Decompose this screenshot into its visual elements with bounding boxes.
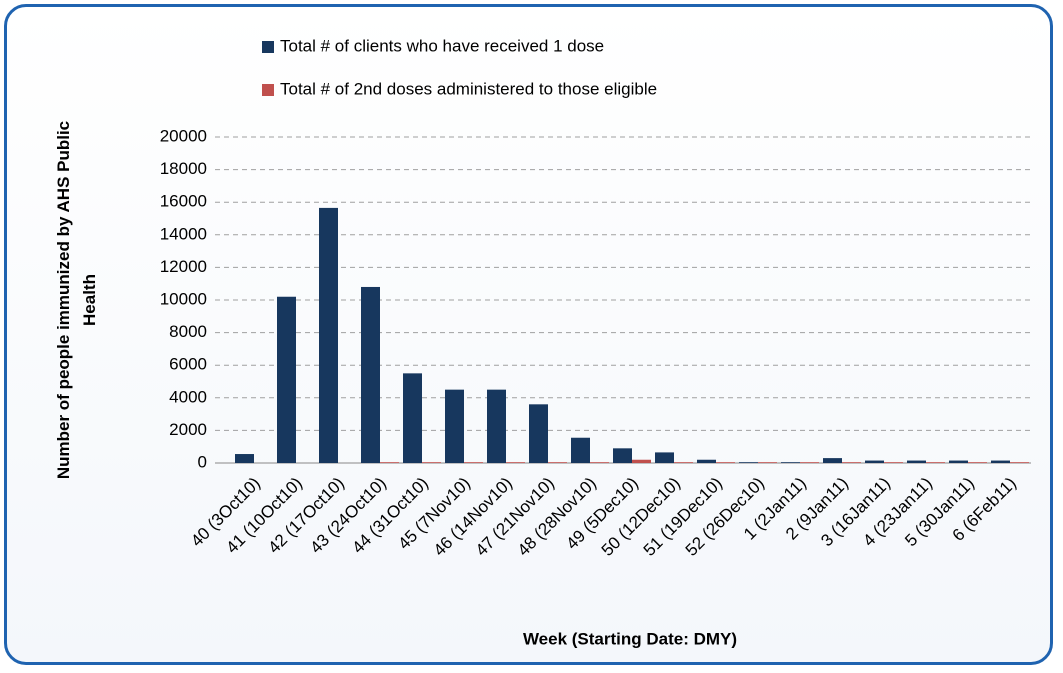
y-tick-label: 14000 <box>160 224 207 243</box>
y-tick-label: 10000 <box>160 289 207 308</box>
bar <box>697 459 716 463</box>
bar <box>590 462 609 463</box>
bar <box>842 462 861 463</box>
bar <box>235 454 254 463</box>
bar <box>632 459 651 463</box>
legend-label: Total # of clients who have received 1 d… <box>280 36 604 55</box>
bar <box>884 462 903 463</box>
bar <box>380 462 399 463</box>
bar <box>487 389 506 463</box>
bar <box>277 296 296 463</box>
bar <box>571 437 590 463</box>
y-tick-label: 6000 <box>169 355 207 374</box>
frame <box>4 4 1053 665</box>
y-tick-label: 4000 <box>169 387 207 406</box>
bar <box>613 448 632 463</box>
y-axis-title: Number of people immunized by AHS Public… <box>54 120 99 480</box>
bar <box>865 460 884 463</box>
bar <box>464 462 483 463</box>
bar <box>548 462 567 463</box>
bar <box>949 460 968 463</box>
bar <box>781 462 800 463</box>
bar <box>529 404 548 463</box>
bar <box>758 462 777 463</box>
y-tick-label: 16000 <box>160 192 207 211</box>
bar <box>422 462 441 463</box>
y-tick-label: 2000 <box>169 420 207 439</box>
legend-label: Total # of 2nd doses administered to tho… <box>280 79 657 98</box>
bar <box>361 286 380 463</box>
bar <box>823 458 842 463</box>
y-tick-label: 0 <box>198 452 207 471</box>
y-tick-label: 18000 <box>160 159 207 178</box>
bar <box>907 460 926 463</box>
bar <box>319 207 338 463</box>
legend-swatch <box>262 84 274 96</box>
y-tick-label: 20000 <box>160 126 207 145</box>
y-tick-label: 12000 <box>160 257 207 276</box>
bar <box>403 373 422 463</box>
y-tick-label: 8000 <box>169 322 207 341</box>
bar <box>800 462 819 463</box>
x-axis-title: Week (Starting Date: DMY) <box>523 629 737 648</box>
bar <box>991 460 1010 463</box>
legend-swatch <box>262 41 274 53</box>
bar <box>674 462 693 463</box>
bar <box>926 462 945 463</box>
bar <box>716 462 735 463</box>
bar <box>968 462 987 463</box>
bar <box>506 462 525 463</box>
bar <box>1010 462 1029 463</box>
bar <box>655 452 674 463</box>
bar <box>445 389 464 463</box>
bar <box>739 462 758 463</box>
